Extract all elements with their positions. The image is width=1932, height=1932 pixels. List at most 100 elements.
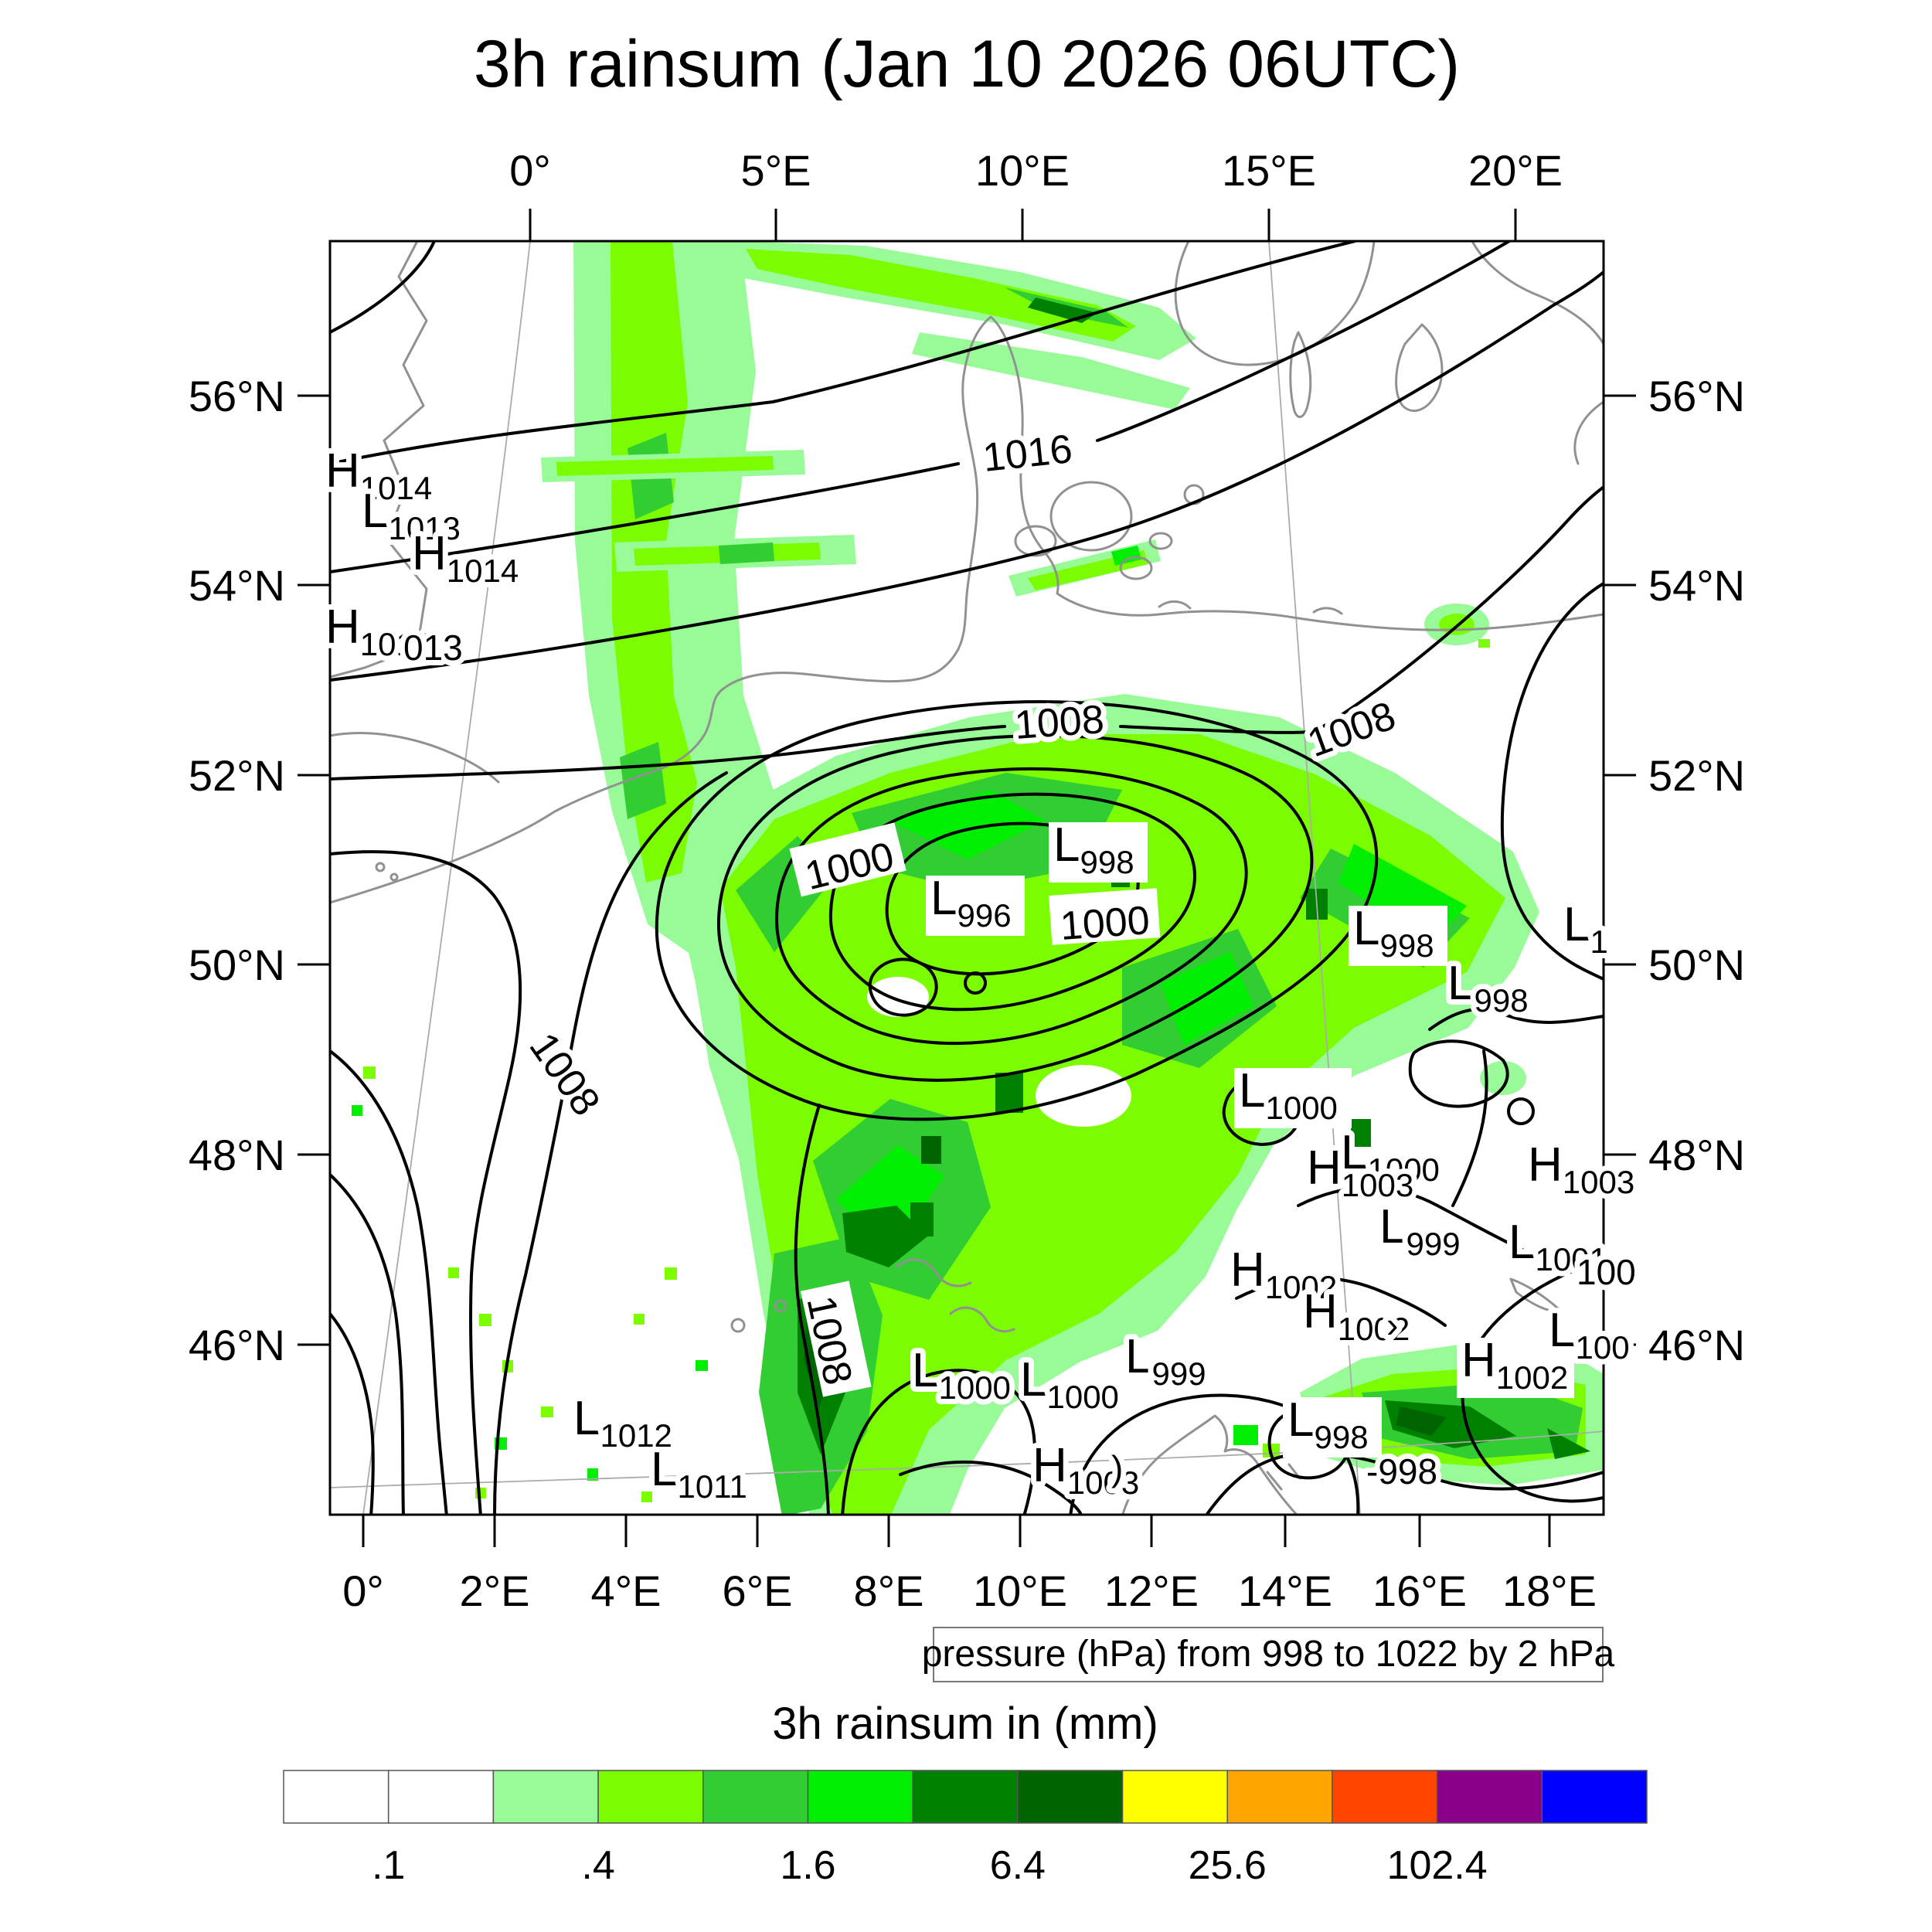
pressure-center-text: L999: [1379, 1200, 1461, 1262]
colorbar-cell: [807, 1770, 913, 1824]
left-axis-label: 54°N: [189, 561, 285, 610]
pressure-center-text: L1000: [1341, 1126, 1440, 1188]
pressure-center-l999: L999: [1374, 1195, 1466, 1267]
bottom-axis-label: 14°E: [1238, 1566, 1332, 1615]
colorbar-tick-label: .1: [372, 1843, 405, 1888]
colorbar-title: 3h rainsum in (mm): [772, 1699, 1158, 1749]
pressure-center-l1000: L1000: [1234, 1064, 1352, 1128]
colorbar: .1 .4 1.6 6.4 25.6 102.4: [283, 1770, 1648, 1888]
pressure-center-text: H1003: [1032, 1439, 1139, 1501]
top-axis-label: 15°E: [1222, 146, 1316, 195]
bottom-axis-label: 10°E: [973, 1566, 1067, 1615]
colorbar-cell: [387, 1770, 495, 1824]
pressure-center-text: H1002: [1303, 1285, 1410, 1347]
pressure-center-text: L998: [1447, 957, 1529, 1019]
bottom-axis-label: 0°: [342, 1566, 384, 1615]
pressure-center-h1002: H1002: [1225, 1238, 1342, 1311]
colorbar-tick-label: 1.6: [780, 1843, 835, 1888]
contour-label-text: 1016: [981, 427, 1074, 481]
pressure-center-l1000: L1000: [906, 1338, 1016, 1411]
map-canvas: [330, 241, 1604, 1515]
left-axis-label: 46°N: [189, 1321, 285, 1369]
pressure-center-text: H1014: [325, 444, 432, 506]
pressure-center-text: L998: [1353, 902, 1434, 964]
pressure-center-text: L998: [1287, 1393, 1369, 1455]
pressure-center-l998: L998: [1049, 818, 1148, 883]
pressure-center-l998: L998: [1349, 902, 1447, 966]
colorbar-cell: [597, 1770, 704, 1824]
colorbar-tick-label: 102.4: [1387, 1843, 1488, 1888]
pressure-contours: [330, 241, 1604, 1515]
right-axis-label: 46°N: [1648, 1321, 1745, 1369]
contour-label: 1008: [1008, 692, 1111, 753]
pressure-center-text: L1000: [912, 1344, 1011, 1406]
colorbar-cell: [1436, 1770, 1543, 1824]
top-axis-label: 20°E: [1468, 146, 1563, 195]
pressure-center-text: L1000: [1239, 1064, 1338, 1126]
pressure-center-h1014: H1014: [320, 595, 437, 668]
pressure-center-text: L996: [930, 872, 1012, 934]
map-frame: [328, 240, 1605, 1516]
contour-label: 1000: [1049, 888, 1161, 949]
pressure-center-text: H1014: [325, 600, 432, 662]
colorbar-cell: [492, 1770, 599, 1824]
contour-label: 1008: [515, 1019, 614, 1129]
pressure-center-h1014: H1014: [320, 439, 437, 512]
bottom-axis-label: 16°E: [1372, 1566, 1467, 1615]
right-axis-label: 56°N: [1648, 372, 1745, 420]
label-fragment: 100: [1577, 1252, 1636, 1292]
pressure-center-h1003: H1003: [1301, 1136, 1419, 1209]
colorbar-cell: [912, 1770, 1019, 1824]
contour-label-text: 1008: [521, 1025, 609, 1124]
pressure-center-h1002: H1002: [1457, 1334, 1574, 1398]
pressure-center-h1003: H1003: [1522, 1133, 1640, 1206]
label-fragment-layer: 013 100 -998) ›: [398, 622, 1641, 1497]
colorbar-cell: [1017, 1770, 1124, 1824]
bottom-axis-label: 4°E: [591, 1566, 662, 1615]
bottom-axis-label: 12°E: [1104, 1566, 1199, 1615]
pressure-center-text: L1013: [362, 485, 461, 546]
right-axis-label: 54°N: [1648, 561, 1745, 610]
pressure-center-h1014: H1014: [406, 522, 524, 594]
pressure-center-text: L1012: [573, 1392, 672, 1454]
colorbar-cell: [1121, 1770, 1228, 1824]
left-axis-label: 56°N: [189, 372, 285, 420]
pressure-center-text: H1014: [412, 527, 519, 589]
left-axis-label: 48°N: [189, 1131, 285, 1179]
right-axis-label: 50°N: [1648, 940, 1745, 989]
contour-label: 1016: [975, 421, 1080, 486]
pressure-center-l1000: L1000: [1335, 1121, 1445, 1193]
pressure-legend-text: pressure (hPa) from 998 to 1022 by 2 hPa: [922, 1634, 1615, 1675]
colorbar-tick-label: 6.4: [990, 1843, 1046, 1888]
colorbar-cell: [702, 1770, 809, 1824]
pressure-legend: pressure (hPa) from 998 to 1022 by 2 hPa: [922, 1627, 1615, 1682]
contour-label: 1000: [789, 822, 906, 899]
chart-title: 3h rainsum (Jan 10 2026 06UTC): [474, 27, 1460, 101]
bottom-axis-label: 2°E: [460, 1566, 530, 1615]
colorbar-tick-label: 25.6: [1189, 1843, 1267, 1888]
top-axis-label: 0°: [509, 146, 551, 195]
right-axis-label: 48°N: [1648, 1131, 1745, 1179]
pressure-center-text: L999: [1125, 1330, 1206, 1392]
label-fragment: ): [1111, 1448, 1123, 1488]
pressure-center-text: H1003: [1528, 1138, 1634, 1200]
right-axis-label: 52°N: [1648, 751, 1745, 800]
pressure-center-text: L998: [1053, 818, 1134, 880]
contour-label-text: 1008: [1013, 697, 1105, 748]
bottom-axis-label: 6°E: [723, 1566, 793, 1615]
axis-layer: 0° 5°E 10°E 15°E 20°E 0° 2°E 4°E 6°E 8°E 10°E 12°E 1…: [189, 146, 1745, 1615]
label-fragment: 013: [403, 628, 463, 668]
pressure-center-l998: L998: [1283, 1393, 1382, 1458]
top-axis-label: 10°E: [975, 146, 1070, 195]
pressure-center-l998: L998: [1442, 951, 1534, 1024]
left-axis-label: 52°N: [189, 751, 285, 800]
colorbar-cell: [283, 1770, 389, 1824]
colorbar-tick-label: .4: [581, 1843, 614, 1888]
pressure-center-l1013: L1013: [356, 479, 466, 552]
pressure-center-l1000: L1000: [1015, 1348, 1124, 1420]
pressure-center-text: L1: [1563, 898, 1608, 960]
pressure-center-l1012: L1012: [568, 1386, 678, 1459]
pressure-center-h1003: H1003: [1027, 1434, 1145, 1506]
